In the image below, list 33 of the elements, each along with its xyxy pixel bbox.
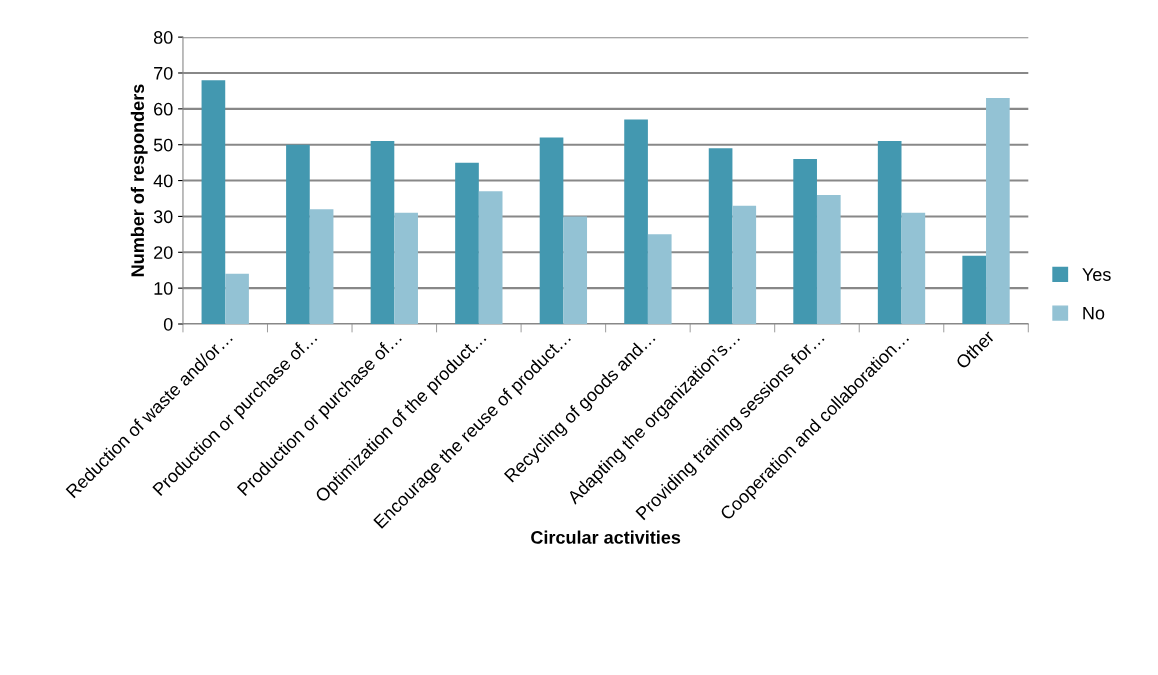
bar xyxy=(793,159,817,324)
bar xyxy=(986,98,1010,324)
bar xyxy=(539,137,564,324)
bar xyxy=(309,209,334,324)
y-tick-label: 10 xyxy=(154,282,173,295)
legend-label: No xyxy=(1083,306,1105,320)
bar xyxy=(624,119,648,324)
y-tick-label: 70 xyxy=(154,66,173,80)
y-tick-label: 0 xyxy=(163,317,173,331)
bar xyxy=(455,162,479,324)
bar xyxy=(877,141,902,324)
y-tick-label: 40 xyxy=(153,174,173,188)
y-axis-title: Number of responders xyxy=(130,84,148,277)
bar xyxy=(732,205,757,324)
bar xyxy=(962,255,987,324)
bar xyxy=(394,212,418,324)
y-tick-label: 50 xyxy=(153,138,173,152)
bar xyxy=(816,194,841,324)
bar xyxy=(201,80,226,324)
bar xyxy=(647,234,672,324)
bar xyxy=(370,141,395,324)
y-tick-label: 80 xyxy=(153,31,173,44)
y-tick-label: 60 xyxy=(154,102,173,116)
bar xyxy=(563,216,588,324)
bar xyxy=(901,212,926,324)
bar xyxy=(708,148,733,324)
legend-label: Yes xyxy=(1082,268,1111,281)
y-tick-label: 30 xyxy=(153,210,173,224)
y-tick-label: 20 xyxy=(154,246,173,259)
bar xyxy=(286,144,310,324)
bar xyxy=(225,273,249,324)
bar xyxy=(478,191,503,324)
x-axis-title: Circular activities xyxy=(531,530,681,544)
